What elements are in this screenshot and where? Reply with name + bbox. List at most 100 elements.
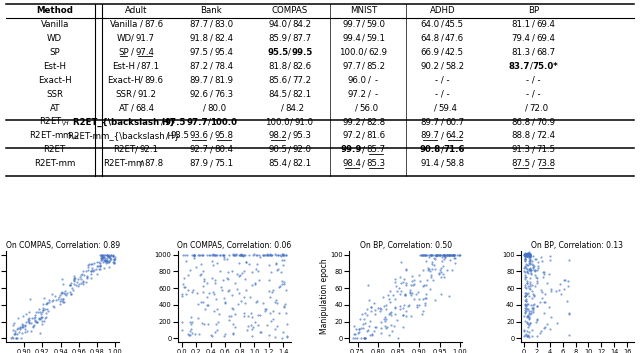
Point: [198, 321, 209, 327]
Point: [96, 252, 106, 258]
Point: [434, 252, 444, 258]
Point: [102, 252, 113, 258]
Point: [520, 294, 530, 299]
Text: 75.0*: 75.0*: [532, 62, 559, 71]
Text: R2ET-mm_{\backslash H}: R2ET-mm_{\backslash H}: [68, 132, 180, 140]
Point: [37, 315, 47, 320]
Point: [262, 322, 273, 328]
Text: 85.4: 85.4: [268, 160, 287, 168]
Point: [440, 254, 451, 260]
Text: /: /: [289, 20, 291, 29]
Point: [35, 316, 45, 322]
Point: [72, 276, 83, 282]
Point: [524, 316, 534, 321]
Point: [524, 253, 534, 259]
Point: [56, 290, 66, 295]
Point: [447, 252, 457, 258]
Point: [97, 257, 108, 263]
Point: [219, 334, 229, 339]
Point: [521, 331, 531, 336]
Point: [254, 253, 264, 258]
Text: 85.6: 85.6: [268, 76, 287, 85]
Point: [404, 288, 415, 293]
Point: [78, 281, 88, 287]
Text: 82.6: 82.6: [292, 62, 312, 71]
Text: /: /: [530, 62, 533, 71]
Point: [207, 252, 218, 257]
Point: [407, 291, 417, 296]
Point: [449, 255, 460, 261]
Text: /: /: [364, 48, 367, 57]
Text: /: /: [140, 20, 143, 29]
Text: 90.2: 90.2: [420, 62, 440, 71]
Point: [524, 250, 534, 256]
Point: [37, 318, 47, 324]
Point: [449, 252, 460, 258]
Text: 94.0: 94.0: [268, 20, 287, 29]
Point: [109, 254, 120, 259]
Point: [270, 334, 280, 340]
Point: [209, 308, 220, 314]
Text: 88.8: 88.8: [511, 132, 531, 140]
Point: [525, 265, 535, 271]
Point: [252, 298, 262, 304]
Point: [243, 313, 253, 319]
Point: [96, 255, 106, 261]
Point: [522, 252, 532, 257]
Text: 76.3: 76.3: [214, 90, 234, 99]
Point: [527, 282, 537, 288]
Point: [268, 287, 278, 293]
Point: [539, 271, 549, 277]
Point: [38, 305, 48, 311]
Point: [524, 315, 534, 321]
Point: [439, 274, 449, 280]
Point: [360, 335, 370, 341]
Point: [67, 285, 77, 291]
Text: 68.4: 68.4: [136, 104, 155, 113]
Point: [426, 252, 436, 258]
Point: [86, 261, 96, 267]
Point: [244, 252, 255, 258]
Point: [430, 256, 440, 262]
Point: [202, 294, 212, 300]
Point: [362, 328, 372, 334]
Point: [224, 313, 234, 319]
Point: [181, 291, 191, 297]
Point: [244, 262, 254, 267]
Point: [68, 278, 79, 283]
Point: [437, 252, 447, 258]
Point: [536, 295, 547, 301]
Text: 68.7: 68.7: [536, 48, 555, 57]
Point: [239, 295, 250, 300]
Point: [188, 289, 198, 295]
Point: [58, 296, 68, 302]
Point: [12, 327, 22, 332]
Text: 99.5: 99.5: [292, 48, 313, 57]
Point: [92, 266, 102, 271]
Point: [177, 319, 187, 324]
Point: [236, 298, 246, 304]
Point: [71, 282, 81, 288]
Point: [78, 279, 88, 285]
Point: [527, 295, 538, 301]
Point: [426, 274, 436, 280]
Point: [250, 281, 260, 286]
Point: [208, 251, 218, 257]
Point: [365, 318, 376, 324]
Point: [66, 291, 76, 297]
Point: [525, 261, 535, 267]
Point: [231, 252, 241, 258]
Point: [420, 302, 430, 307]
Point: [92, 263, 102, 269]
Point: [378, 294, 388, 300]
Point: [10, 328, 20, 334]
Point: [86, 275, 96, 281]
Point: [30, 314, 40, 319]
Point: [545, 253, 555, 258]
Point: [185, 332, 195, 338]
Text: 66.9: 66.9: [420, 48, 440, 57]
Point: [250, 319, 260, 324]
Point: [65, 282, 76, 288]
Point: [278, 252, 288, 257]
Text: 96.0: 96.0: [348, 76, 366, 85]
